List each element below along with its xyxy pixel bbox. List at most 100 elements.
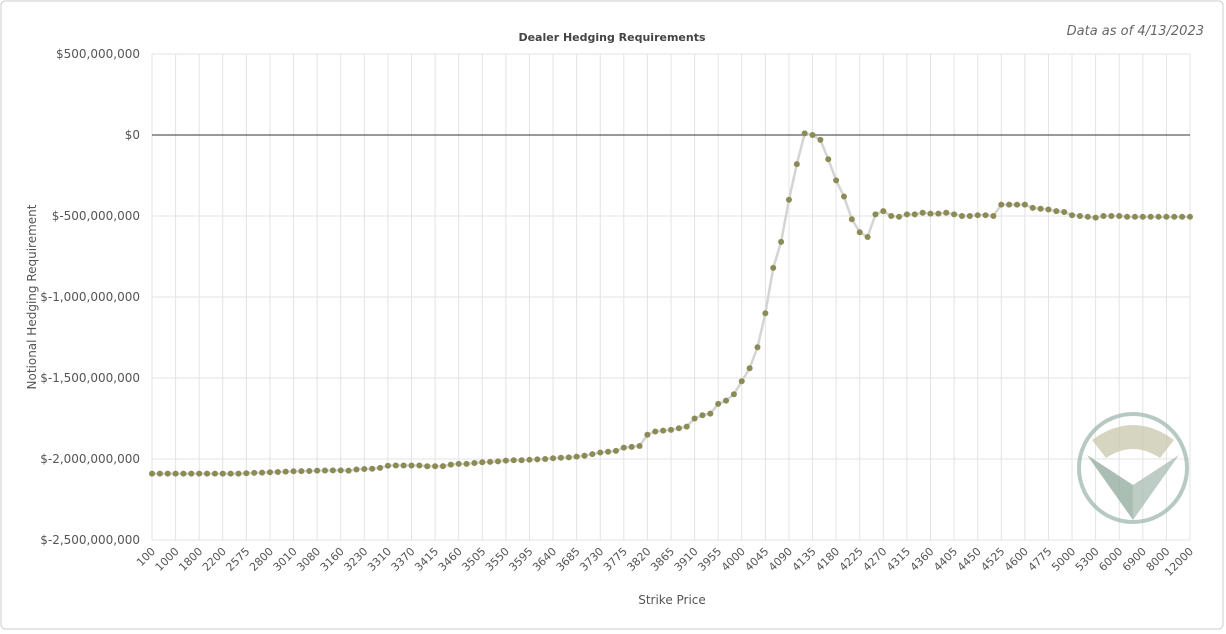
point xyxy=(1187,213,1193,220)
point xyxy=(1029,204,1036,211)
point xyxy=(306,467,313,474)
point xyxy=(455,460,462,467)
point xyxy=(392,462,399,469)
point xyxy=(337,467,344,474)
point xyxy=(557,454,564,461)
point xyxy=(927,210,934,217)
point xyxy=(825,156,832,163)
point xyxy=(589,451,596,458)
point xyxy=(1131,213,1138,220)
point xyxy=(149,470,155,477)
point xyxy=(691,415,698,422)
point xyxy=(817,136,824,143)
point xyxy=(1163,213,1170,220)
point xyxy=(314,467,321,474)
point xyxy=(526,456,533,463)
point xyxy=(495,458,501,465)
point xyxy=(856,229,863,236)
point xyxy=(1021,201,1028,208)
point xyxy=(982,212,989,219)
point xyxy=(919,209,926,216)
point xyxy=(793,161,800,168)
point xyxy=(801,130,808,137)
point xyxy=(699,412,706,419)
point xyxy=(479,459,486,466)
point xyxy=(235,470,242,477)
point xyxy=(510,457,517,464)
logo xyxy=(1077,412,1189,524)
point xyxy=(534,456,541,463)
point xyxy=(550,455,557,462)
chart-title: Dealer Hedging Requirements xyxy=(518,31,706,44)
y-tick-label: $-500,000,000 xyxy=(52,209,140,223)
point xyxy=(518,457,525,464)
point xyxy=(1147,213,1154,220)
point xyxy=(219,470,226,477)
point xyxy=(298,468,305,475)
point xyxy=(400,462,407,469)
point xyxy=(251,469,258,476)
point xyxy=(911,211,918,218)
point xyxy=(990,213,997,219)
point xyxy=(958,213,965,219)
point xyxy=(565,454,572,461)
point xyxy=(1155,213,1162,220)
point xyxy=(628,443,635,450)
point xyxy=(243,470,250,477)
y-tick-label: $-2,500,000,000 xyxy=(40,533,140,547)
point xyxy=(652,428,659,435)
point xyxy=(864,234,871,241)
point xyxy=(935,210,942,217)
point xyxy=(259,469,266,476)
point xyxy=(778,238,785,245)
point xyxy=(274,468,281,475)
point xyxy=(282,468,289,475)
point xyxy=(1084,213,1091,220)
point xyxy=(612,447,619,454)
point xyxy=(896,213,903,220)
point xyxy=(903,211,910,218)
point xyxy=(660,427,667,434)
point xyxy=(1006,201,1013,208)
point xyxy=(1139,213,1146,220)
point xyxy=(715,400,722,407)
point xyxy=(471,460,478,467)
point xyxy=(683,423,690,430)
point xyxy=(1108,213,1115,219)
point xyxy=(164,470,171,477)
point xyxy=(487,458,494,465)
point xyxy=(770,264,777,271)
point xyxy=(848,216,855,223)
point xyxy=(951,211,958,218)
point xyxy=(966,213,973,219)
y-axis-label: Notional Hedging Requirement xyxy=(25,204,39,389)
point xyxy=(369,465,376,472)
point xyxy=(290,468,297,475)
point xyxy=(723,397,730,404)
point xyxy=(211,470,218,477)
point xyxy=(880,208,887,215)
point xyxy=(156,470,163,477)
point xyxy=(377,464,384,471)
x-axis-label: Strike Price xyxy=(638,593,706,607)
point xyxy=(943,209,950,216)
point xyxy=(888,213,895,219)
point xyxy=(432,463,439,470)
point xyxy=(1014,201,1020,208)
logo-ring xyxy=(1077,412,1189,524)
point xyxy=(754,344,761,351)
point xyxy=(785,196,792,203)
point xyxy=(1069,212,1076,219)
point xyxy=(329,467,336,474)
point xyxy=(447,461,454,468)
point xyxy=(1061,208,1068,215)
point xyxy=(1053,208,1060,215)
point xyxy=(1037,205,1044,212)
y-tick-label: $-1,500,000,000 xyxy=(40,371,140,385)
point xyxy=(707,410,714,417)
point xyxy=(439,463,446,470)
point xyxy=(408,462,415,469)
point xyxy=(227,470,234,477)
y-tick-label: $0 xyxy=(125,128,140,142)
point xyxy=(1116,213,1123,219)
